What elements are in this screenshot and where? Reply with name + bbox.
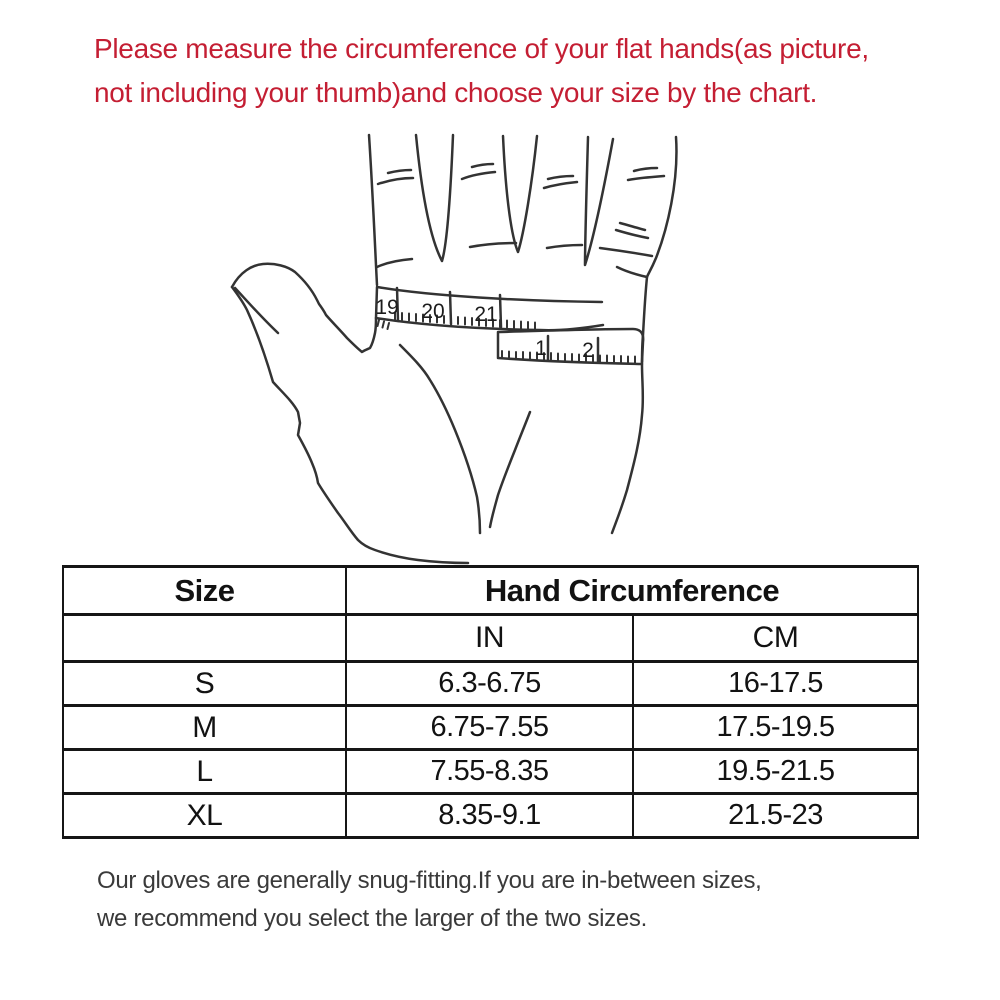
hand-measurement-illustration: 19 20 21 1 2 xyxy=(230,133,678,565)
tape-upper-ticks xyxy=(394,311,536,331)
tape-lower-ticks xyxy=(501,350,636,365)
tape-lower-outline xyxy=(496,327,645,366)
cm-value: 17.5-19.5 xyxy=(632,704,919,751)
unit-header-cm: CM xyxy=(632,613,919,663)
tape-number-20: 20 xyxy=(421,300,444,323)
thumb-upper-edge xyxy=(230,262,378,354)
tape-lower-dividers xyxy=(546,334,600,364)
ring-pinky-gap xyxy=(583,135,615,267)
size-chart-table: Size Hand Circumference IN CM S 6.3-6.75… xyxy=(62,565,919,839)
tape-number-19: 19 xyxy=(375,296,398,319)
ring-base-crease xyxy=(545,243,584,250)
table-header-row: Size Hand Circumference xyxy=(62,565,919,616)
palm-crease-inner xyxy=(488,410,532,529)
index-middle-gap xyxy=(414,133,455,263)
index-finger-edge xyxy=(367,133,379,287)
pinky-base-crease xyxy=(598,246,654,279)
size-value: M xyxy=(62,704,347,751)
cm-value: 21.5-23 xyxy=(632,792,919,839)
ring-crease xyxy=(542,174,579,190)
table-row-l: L 7.55-8.35 19.5-21.5 xyxy=(62,748,919,795)
in-value: 7.55-8.35 xyxy=(345,748,634,795)
palm-crease-life-line xyxy=(398,343,482,535)
tape-number-1: 1 xyxy=(535,337,547,360)
instruction-line-1: Please measure the circumference of your… xyxy=(94,33,869,64)
thumb-tip-fold xyxy=(233,286,280,335)
measurement-instructions: Please measure the circumference of your… xyxy=(94,27,869,115)
in-value: 6.75-7.55 xyxy=(345,704,634,751)
tape-upper-end-ticks xyxy=(376,319,390,330)
cm-value: 19.5-21.5 xyxy=(632,748,919,795)
fit-note-line-1: Our gloves are generally snug-fitting.If… xyxy=(97,867,762,894)
tape-number-21: 21 xyxy=(474,303,497,326)
table-row-xl: XL 8.35-9.1 21.5-23 xyxy=(62,792,919,839)
cm-value: 16-17.5 xyxy=(632,660,919,707)
thumb-outer-edge xyxy=(230,285,470,565)
middle-base-crease xyxy=(468,241,518,249)
middle-crease xyxy=(460,162,497,181)
circumference-column-header: Hand Circumference xyxy=(345,565,919,616)
middle-ring-gap xyxy=(501,134,539,254)
tape-number-2: 2 xyxy=(582,339,594,362)
tape-upper-outline xyxy=(374,285,605,332)
table-row-m: M 6.75-7.55 17.5-19.5 xyxy=(62,704,919,751)
in-value: 6.3-6.75 xyxy=(345,660,634,707)
empty-cell xyxy=(62,613,347,663)
table-unit-row: IN CM xyxy=(62,613,919,663)
hand-right-outline xyxy=(610,135,678,535)
size-column-header: Size xyxy=(62,565,347,616)
instruction-line-2: not including your thumb)and choose your… xyxy=(94,77,818,108)
size-value: S xyxy=(62,660,347,707)
unit-header-in: IN xyxy=(345,613,634,663)
size-value: L xyxy=(62,748,347,795)
index-base-crease xyxy=(375,257,414,269)
table-row-s: S 6.3-6.75 16-17.5 xyxy=(62,660,919,707)
size-value: XL xyxy=(62,792,347,839)
pinky-creases xyxy=(614,166,666,240)
fit-note: Our gloves are generally snug-fitting.If… xyxy=(97,862,762,938)
index-crease xyxy=(376,168,415,186)
fit-note-line-2: we recommend you select the larger of th… xyxy=(97,905,647,932)
in-value: 8.35-9.1 xyxy=(345,792,634,839)
